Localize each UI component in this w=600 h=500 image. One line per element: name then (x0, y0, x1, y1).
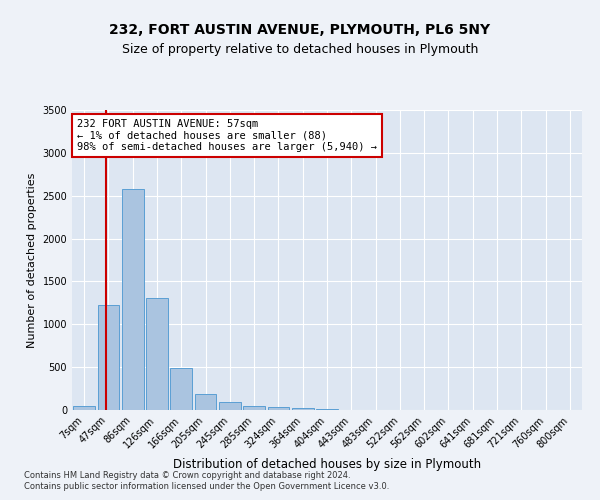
Bar (194, 394, 217, 410)
Y-axis label: Number of detached properties: Number of detached properties (27, 172, 37, 348)
Bar (292, 408, 314, 410)
Text: Contains HM Land Registry data © Crown copyright and database right 2024.: Contains HM Land Registry data © Crown c… (24, 470, 350, 480)
Bar (243, 406, 265, 410)
Bar (97, 304, 119, 410)
Text: Size of property relative to detached houses in Plymouth: Size of property relative to detached ho… (122, 42, 478, 56)
Bar (170, 368, 192, 410)
Text: Contains public sector information licensed under the Open Government Licence v3: Contains public sector information licen… (24, 482, 389, 491)
Bar (146, 298, 168, 410)
Bar (122, 189, 143, 410)
X-axis label: Distribution of detached houses by size in Plymouth: Distribution of detached houses by size … (173, 458, 481, 471)
Text: 232 FORT AUSTIN AVENUE: 57sqm
← 1% of detached houses are smaller (88)
98% of se: 232 FORT AUSTIN AVENUE: 57sqm ← 1% of de… (77, 119, 377, 152)
Text: 232, FORT AUSTIN AVENUE, PLYMOUTH, PL6 5NY: 232, FORT AUSTIN AVENUE, PLYMOUTH, PL6 5… (109, 22, 491, 36)
Bar (219, 402, 241, 410)
Bar (73, 406, 95, 410)
Bar (316, 409, 338, 410)
Bar (268, 407, 289, 410)
